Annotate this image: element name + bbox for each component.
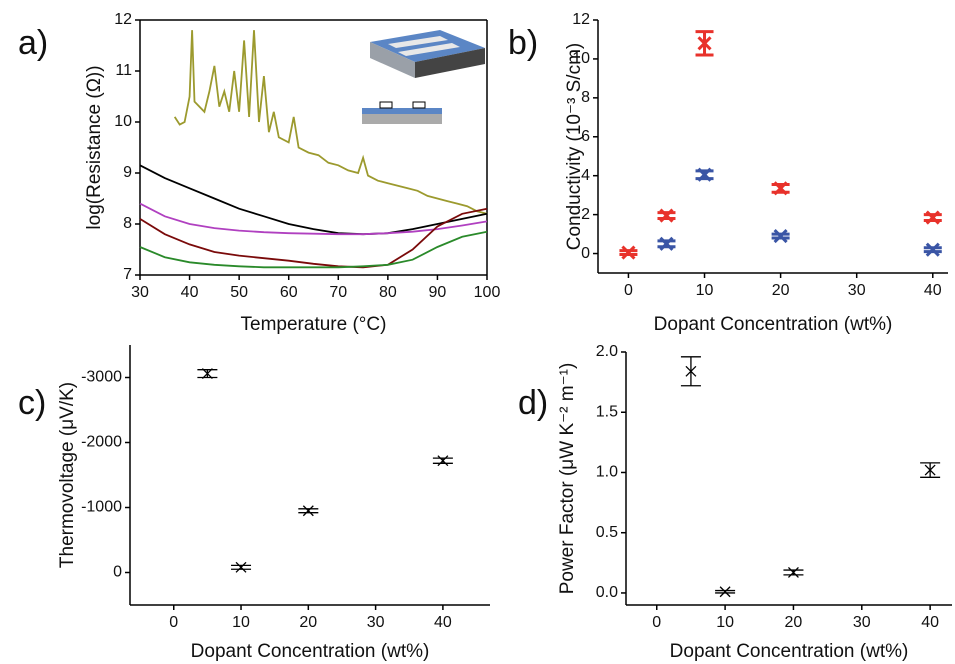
x-tick-label: 0: [624, 282, 633, 299]
marker: [302, 505, 314, 517]
x-tick-label: 100: [474, 284, 501, 301]
marker: [621, 245, 636, 260]
x-tick-label: 40: [434, 614, 452, 631]
marker: [924, 464, 936, 476]
x-tick-label: 30: [848, 282, 866, 299]
x-tick-label: 90: [429, 284, 447, 301]
x-axis-label: Dopant Concentration (wt%): [654, 314, 893, 335]
marker: [697, 36, 712, 51]
data-line: [173, 30, 488, 215]
x-tick-label: 60: [280, 284, 298, 301]
data-point: [923, 210, 942, 225]
marker: [773, 181, 788, 196]
x-tick-label: 20: [299, 614, 317, 631]
device-inset: [362, 30, 485, 124]
marker: [659, 236, 674, 251]
data-point: [657, 208, 676, 223]
marker: [437, 455, 449, 467]
y-tick-label: 0.0: [596, 584, 618, 601]
y-tick-label: -2000: [81, 434, 122, 451]
data-point: [657, 236, 676, 251]
y-tick-label: 9: [123, 164, 132, 181]
data-point: [619, 245, 638, 260]
y-tick-label: 0: [113, 564, 122, 581]
marker: [659, 208, 674, 223]
data-line: [139, 230, 488, 269]
x-axis-label: Temperature (°C): [241, 314, 387, 335]
x-tick-label: 80: [379, 284, 397, 301]
marker: [719, 586, 731, 598]
y-axis-label: Conductivity (10⁻³ S/cm): [564, 43, 585, 250]
data-point: [298, 505, 319, 517]
x-tick-label: 20: [772, 282, 790, 299]
x-tick-label: 50: [230, 284, 248, 301]
data-point: [695, 167, 714, 182]
x-axis-label: Dopant Concentration (wt%): [191, 641, 430, 662]
data-line: [139, 164, 488, 236]
y-tick-label: -3000: [81, 369, 122, 386]
y-tick-label: 0: [581, 245, 590, 262]
marker: [773, 228, 788, 244]
x-tick-label: 10: [716, 614, 734, 631]
marker: [925, 242, 940, 257]
data-point: [715, 586, 736, 598]
y-axis-label: Thermovoltage (μV/K): [57, 382, 78, 568]
y-tick-label: 7: [123, 266, 132, 283]
x-tick-label: 0: [169, 614, 178, 631]
y-tick-label: 10: [572, 50, 590, 67]
data-point: [771, 181, 790, 196]
x-tick-label: 30: [367, 614, 385, 631]
marker: [235, 561, 247, 573]
data-point: [197, 368, 218, 380]
marker: [685, 365, 697, 377]
y-tick-label: 12: [114, 11, 132, 28]
x-tick-label: 20: [785, 614, 803, 631]
y-axis-label: log(Resistance (Ω)): [84, 65, 105, 229]
x-axis-label: Dopant Concentration (wt%): [670, 641, 909, 662]
marker: [925, 210, 940, 225]
x-tick-label: 40: [181, 284, 199, 301]
y-tick-label: 2.0: [596, 343, 618, 360]
x-tick-label: 30: [853, 614, 871, 631]
panel-label: a): [18, 24, 48, 62]
y-tick-label: 1.0: [596, 464, 618, 481]
y-tick-label: 8: [123, 215, 132, 232]
y-axis-label: Power Factor (μW K⁻² m⁻¹): [557, 363, 578, 595]
marker: [201, 368, 213, 380]
y-tick-label: 1.5: [596, 403, 618, 420]
data-point: [783, 567, 804, 578]
y-tick-label: 11: [115, 62, 132, 79]
data-point: [920, 462, 941, 478]
y-tick-label: -1000: [81, 499, 122, 516]
data-point: [695, 30, 714, 57]
x-tick-label: 10: [696, 282, 714, 299]
panel-label: b): [508, 24, 538, 62]
y-tick-label: 6: [581, 128, 590, 145]
x-tick-label: 40: [924, 282, 942, 299]
x-tick-label: 70: [329, 284, 347, 301]
panel-label: c): [18, 384, 46, 422]
y-tick-label: 10: [114, 113, 132, 130]
x-tick-label: 0: [652, 614, 661, 631]
x-tick-label: 30: [131, 284, 149, 301]
marker: [787, 567, 799, 578]
x-tick-label: 40: [921, 614, 939, 631]
data-point: [231, 561, 252, 573]
y-tick-label: 8: [581, 89, 590, 106]
data-line: [139, 207, 488, 269]
data-point: [923, 242, 942, 257]
y-tick-label: 0.5: [596, 524, 618, 541]
data-point: [771, 228, 790, 244]
x-tick-label: 10: [232, 614, 250, 631]
data-point: [680, 356, 701, 387]
panel-label: d): [518, 384, 548, 422]
y-tick-label: 2: [581, 206, 590, 223]
y-tick-label: 12: [572, 11, 590, 28]
data-line: [139, 202, 488, 236]
data-point: [432, 455, 453, 467]
marker: [697, 167, 712, 182]
y-tick-label: 4: [581, 167, 590, 184]
